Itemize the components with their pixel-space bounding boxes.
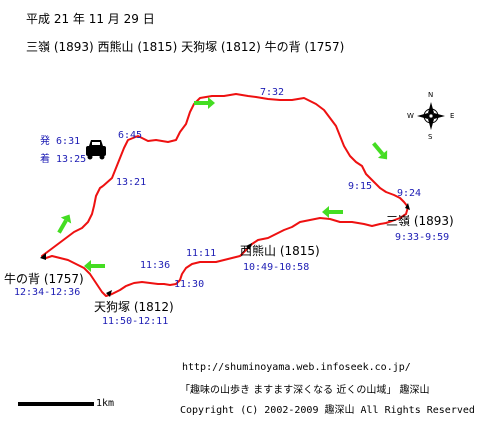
waypoint-time: 9:24 <box>397 188 422 199</box>
compass-n: N <box>428 91 434 99</box>
site-tagline: 「趣味の山歩き ますます深くなる 近くの山域」 趣深山 <box>180 385 430 396</box>
peak-marker-icon <box>40 253 46 260</box>
peak-time: 11:50-12:11 <box>102 316 169 327</box>
depart-label: 発 <box>40 136 50 147</box>
peaks-title: 三嶺 (1893) 西熊山 (1815) 天狗塚 (1812) 牛の背 (175… <box>26 40 345 54</box>
depart-row: 発 6:31 <box>40 132 80 147</box>
waypoint-time: 11:11 <box>186 248 217 259</box>
scale-label: 1km <box>96 398 115 409</box>
waypoint-time: 6:45 <box>118 130 143 141</box>
arrive-time: 13:25 <box>56 154 87 165</box>
peak-name: 牛の背 (1757) <box>4 272 84 286</box>
peak-name: 三嶺 (1893) <box>386 214 454 228</box>
scale-bar <box>18 402 94 406</box>
compass-e: E <box>450 112 455 120</box>
direction-arrow-icon <box>372 142 388 160</box>
direction-arrows <box>57 97 388 272</box>
arrive-row: 着 13:25 <box>40 150 86 165</box>
car-icon <box>86 140 106 160</box>
peak-time: 12:34-12:36 <box>14 287 81 298</box>
direction-arrow-icon <box>322 206 343 218</box>
compass-s: S <box>428 133 433 141</box>
waypoint-time: 9:15 <box>348 181 373 192</box>
waypoint-time: 13:21 <box>116 177 147 188</box>
peak-marker-icon <box>246 243 252 250</box>
peak-marker-icon <box>405 203 410 210</box>
peak-markers <box>40 203 410 297</box>
depart-time: 6:31 <box>56 136 81 147</box>
copyright: Copyright (C) 2002-2009 趣深山 All Rights R… <box>180 405 475 416</box>
peak-time: 9:33-9:59 <box>395 232 450 243</box>
waypoint-time: 11:30 <box>174 279 205 290</box>
peak-marker-icon <box>106 290 112 297</box>
site-url[interactable]: http://shuminoyama.web.infoseek.co.jp/ <box>182 362 411 373</box>
waypoint-time: 11:36 <box>140 260 171 271</box>
waypoint-time: 7:32 <box>260 87 285 98</box>
compass-w: W <box>407 112 414 120</box>
peak-name: 西熊山 (1815) <box>240 244 320 258</box>
trip-date: 平成 21 年 11 月 29 日 <box>26 12 155 26</box>
peak-name: 天狗塚 (1812) <box>94 300 174 314</box>
direction-arrow-icon <box>57 214 72 234</box>
peak-time: 10:49-10:58 <box>243 262 310 273</box>
direction-arrow-icon <box>194 97 215 109</box>
compass-rose-icon <box>417 102 445 130</box>
arrive-label: 着 <box>40 154 50 165</box>
route-line <box>41 93 409 297</box>
direction-arrow-icon <box>84 260 105 272</box>
